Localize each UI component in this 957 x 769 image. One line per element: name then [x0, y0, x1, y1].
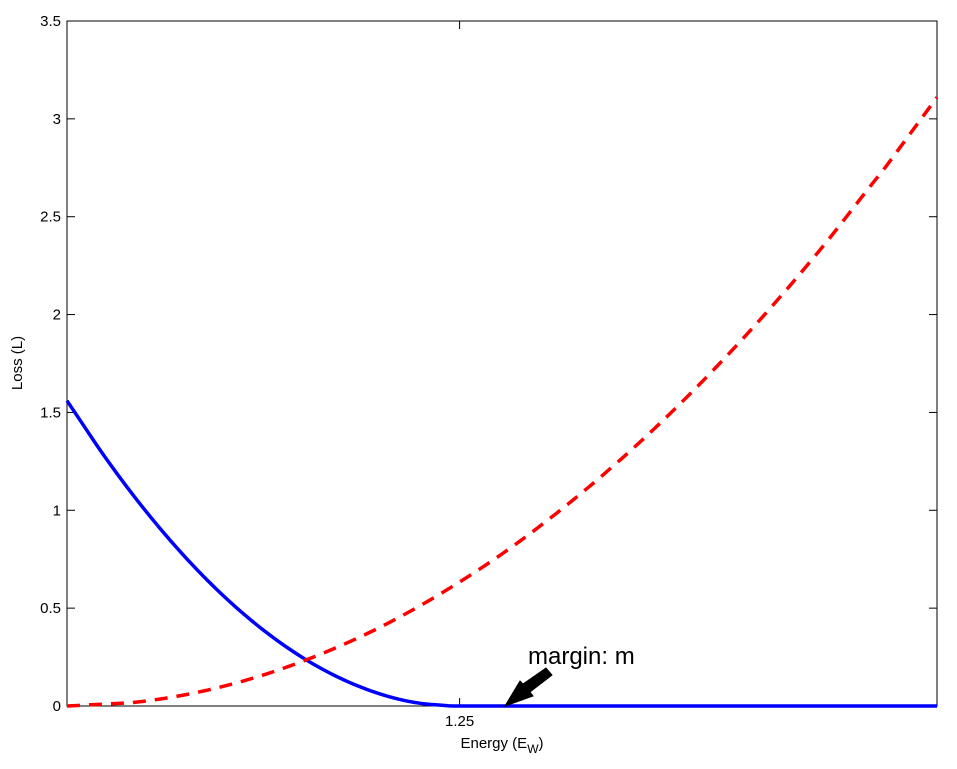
margin-annotation-text: margin: m: [528, 643, 635, 670]
y-tick-label: 0: [53, 698, 61, 715]
y-ticks: 0 0.5 1 1.5 2 2.5 3 3.5: [40, 13, 937, 715]
series-line-solid-blue: [65, 399, 937, 708]
x-axis-label-subscript: W: [527, 742, 539, 756]
y-tick-label: 2: [53, 307, 61, 324]
series-layer: [65, 96, 939, 708]
y-tick-label: 1: [53, 502, 61, 519]
margin-annotation-arrow: [503, 667, 553, 707]
x-axis-label: Energy (EW): [460, 735, 543, 756]
x-axis-label-main: Energy (E: [460, 735, 527, 752]
y-tick-label: 3.5: [40, 13, 61, 30]
series-line-dashed-red: [66, 96, 939, 708]
y-axis-label: Loss (L): [9, 336, 26, 390]
y-tick-label: 3: [53, 111, 61, 128]
x-tick-label: 1.25: [445, 713, 474, 730]
y-tick-label: 0.5: [40, 600, 61, 617]
annotation-layer: margin: m: [503, 643, 635, 707]
x-axis-label-close: ): [539, 735, 544, 752]
y-tick-label: 1.5: [40, 404, 61, 421]
plot-frame: [66, 20, 938, 707]
y-tick-label: 2.5: [40, 209, 61, 226]
